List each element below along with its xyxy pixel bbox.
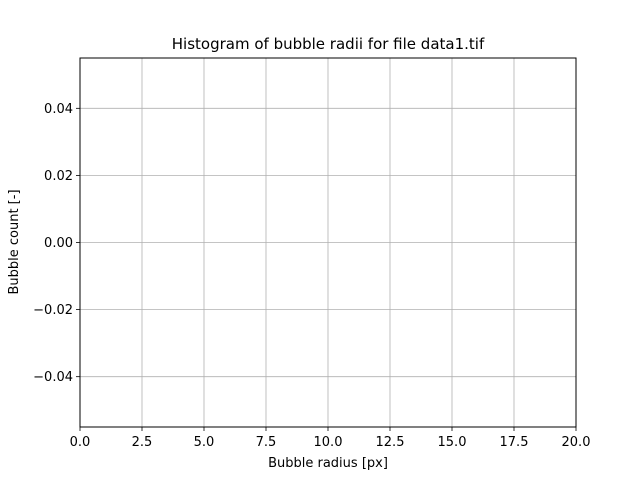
x-axis: 0.0 2.5 5.0 7.5 10.0 12.5 15.0 17.5 20.0 (70, 427, 591, 450)
y-axis-label: Bubble count [-] (7, 189, 22, 294)
x-tick-label: 7.5 (256, 435, 277, 450)
grid-lines (79, 58, 577, 427)
x-tick-label: 20.0 (562, 435, 591, 450)
chart-title: Histogram of bubble radii for file data1… (172, 35, 485, 53)
y-tick-label: 0.00 (44, 236, 73, 251)
y-tick-label: −0.04 (33, 370, 73, 385)
y-tick-label: −0.02 (33, 303, 73, 318)
x-tick-label: 10.0 (314, 435, 343, 450)
y-tick-label: 0.04 (44, 102, 73, 117)
x-tick-label: 15.0 (438, 435, 467, 450)
x-tick-label: 5.0 (194, 435, 215, 450)
y-axis: −0.04 −0.02 0.00 0.02 0.04 (33, 102, 80, 385)
x-tick-label: 12.5 (376, 435, 405, 450)
x-tick-label: 0.0 (70, 435, 91, 450)
x-axis-label: Bubble radius [px] (268, 456, 388, 471)
y-tick-label: 0.02 (44, 169, 73, 184)
x-tick-label: 2.5 (132, 435, 153, 450)
x-tick-label: 17.5 (500, 435, 529, 450)
